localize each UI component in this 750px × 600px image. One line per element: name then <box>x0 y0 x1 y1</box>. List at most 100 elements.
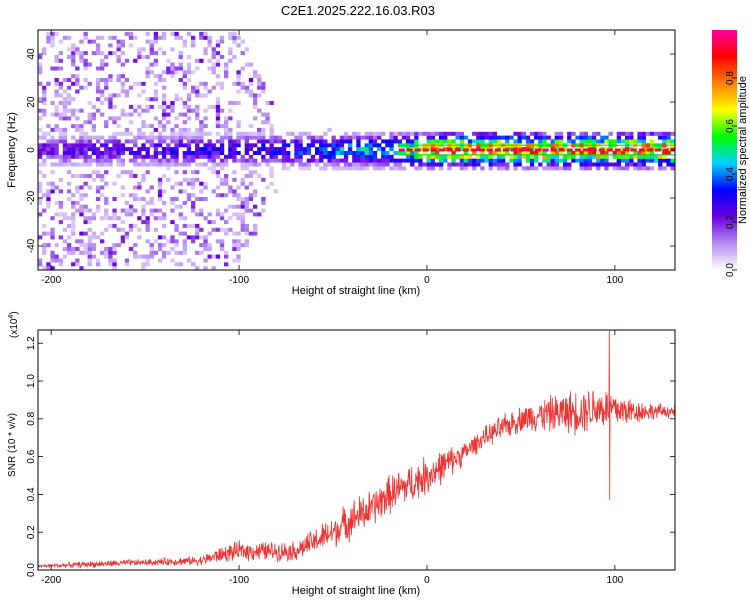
spectrogram-cell <box>157 181 163 186</box>
spectrogram-cell <box>232 239 237 244</box>
spectrogram-cell <box>199 147 204 152</box>
spectrogram-cell <box>294 151 299 155</box>
spectrogram-cell <box>670 158 675 163</box>
spectrogram-cell <box>128 85 134 90</box>
spectrogram-cell <box>554 135 559 140</box>
spectrogram-cell <box>54 127 59 132</box>
spectrogram-cell <box>191 185 196 190</box>
spectrogram-cell <box>484 158 489 163</box>
spectrogram-cell <box>95 262 101 267</box>
spectrogram-cell <box>133 193 138 198</box>
spectrogram-cell <box>248 93 254 98</box>
spectrogram-cell <box>389 135 394 140</box>
spectrogram-cell <box>149 51 154 56</box>
spectrogram-cell <box>75 143 80 148</box>
spectrogram-cell <box>112 120 117 125</box>
spectrogram-cell <box>112 139 117 144</box>
spectrogram-cell <box>38 262 43 267</box>
spectrogram-cell <box>298 162 303 167</box>
spectrogram-cell <box>405 151 411 155</box>
spectrogram-cell <box>71 55 76 59</box>
spectrogram-cell <box>38 151 43 155</box>
spectrogram-cell <box>215 154 221 159</box>
spectrogram-cell <box>149 62 154 67</box>
spectrogram-cell <box>38 143 43 148</box>
spectrogram-cell <box>178 55 183 59</box>
spectrogram-cell <box>331 139 336 144</box>
spectrogram-cell <box>443 131 448 136</box>
spectrogram-cell <box>492 158 497 163</box>
spectrogram-cell <box>95 185 101 190</box>
spectrogram-cell <box>224 250 229 255</box>
spectrogram-cell <box>360 154 365 159</box>
spectrogram-cell <box>447 139 452 144</box>
spectrogram-cell <box>50 147 55 152</box>
spectrogram-cell <box>128 208 134 213</box>
spectrogram-cell <box>662 139 667 144</box>
spectrogram-cell <box>120 43 125 48</box>
spectrogram-cell <box>46 266 51 270</box>
spectrogram-cell <box>662 135 667 140</box>
spectrogram-cell <box>42 101 47 105</box>
spectrogram-cell <box>149 39 154 44</box>
spectrogram-cell <box>579 154 584 159</box>
spectrogram-cell <box>124 89 130 94</box>
spectrogram-cell <box>236 197 241 201</box>
spectrogram-cell <box>182 101 187 105</box>
spectrogram-cell <box>521 154 526 159</box>
spectrogram-cell <box>281 166 287 171</box>
colorbar-tick-label: 0.0 <box>725 263 736 277</box>
spectrogram-cell <box>207 231 212 236</box>
spectrogram-cell <box>228 227 233 232</box>
spectrogram-cell <box>100 250 105 255</box>
spectrogram-cell <box>430 154 435 159</box>
spectrogram-cell <box>207 39 212 44</box>
spectrogram-cell <box>261 143 266 148</box>
spectrogram-cell <box>377 158 382 163</box>
spectrogram-cell <box>625 162 630 167</box>
spectrogram-cell <box>397 166 402 171</box>
spectrogram-cell <box>186 104 192 109</box>
spectrogram-cell <box>79 127 84 132</box>
spectrogram-cell <box>207 247 212 251</box>
y-tick-label: 0.0 <box>26 563 37 577</box>
spectrogram-cell <box>191 235 196 240</box>
spectrogram-cell <box>501 135 506 140</box>
spectrogram-cell <box>401 166 407 171</box>
spectrogram-cell <box>141 212 146 217</box>
spectrogram-cell <box>75 139 80 144</box>
spectrogram-cell <box>50 254 55 259</box>
spectrogram-cell <box>203 162 208 167</box>
spectrogram-cell <box>170 208 175 213</box>
spectrogram-cell <box>149 143 154 148</box>
spectrogram-cell <box>649 131 655 136</box>
spectrogram-cell <box>331 162 336 167</box>
spectrogram-cell <box>513 154 518 159</box>
spectrogram-cell <box>385 151 390 155</box>
spectrogram-cell <box>149 70 154 75</box>
spectrogram-cell <box>95 197 101 201</box>
spectrogram-cell <box>339 135 345 140</box>
spectrogram-cell <box>219 166 225 171</box>
spectrogram-cell <box>153 135 158 140</box>
spectrogram-cell <box>166 250 171 255</box>
spectrogram-cell <box>42 162 47 167</box>
spectrogram-cell <box>170 235 175 240</box>
spectrogram-cell <box>162 147 167 152</box>
spectrogram-cell <box>215 185 221 190</box>
spectrogram-cell <box>38 212 43 217</box>
spectrogram-cell <box>120 227 125 232</box>
spectrogram-cell <box>240 66 245 71</box>
spectrogram-cell <box>104 139 109 144</box>
spectrogram-cell <box>352 158 357 163</box>
spectrogram-cell <box>488 131 493 136</box>
spectrogram-cell <box>269 127 274 132</box>
spectrogram-cell <box>46 151 51 155</box>
spectrogram-cell <box>83 193 88 198</box>
spectrogram-cell <box>434 162 440 167</box>
spectrogram-cell <box>616 158 621 163</box>
spectrogram-cell <box>273 151 278 155</box>
spectrogram-cell <box>232 35 237 40</box>
spectrogram-cell <box>319 139 324 144</box>
